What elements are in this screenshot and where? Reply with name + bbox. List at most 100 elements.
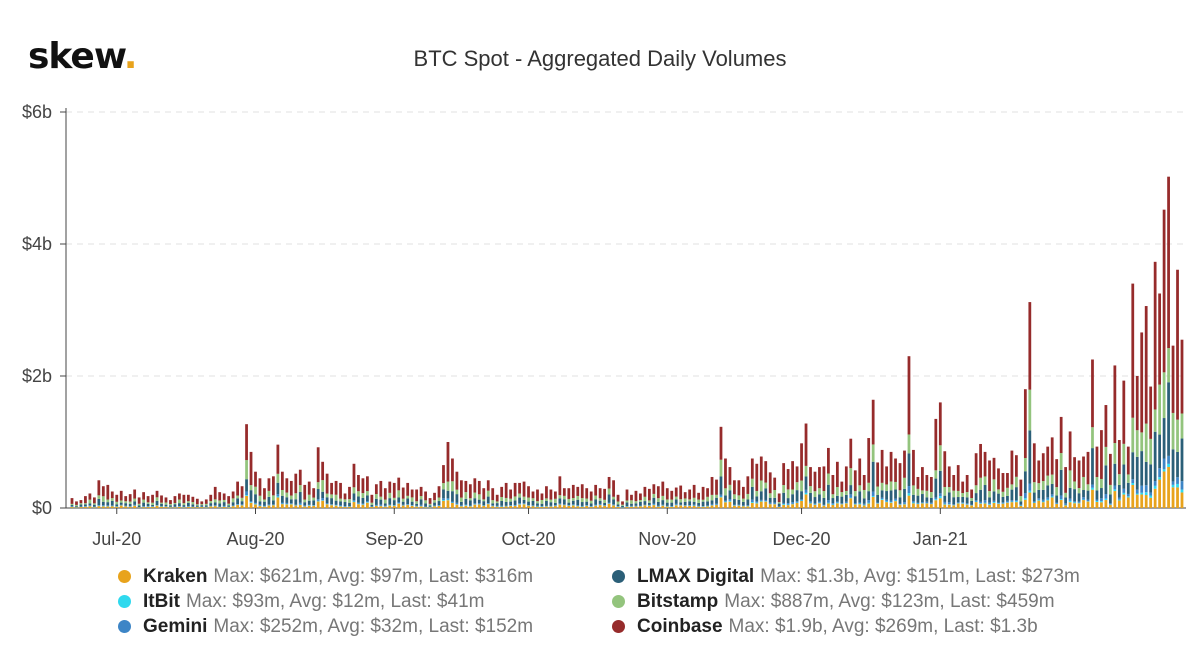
bar-segment-gemini bbox=[245, 491, 248, 496]
bar-segment-gemini bbox=[1082, 497, 1085, 500]
bar-segment-gemini bbox=[330, 504, 333, 505]
bar-segment-bitstamp bbox=[983, 476, 987, 486]
bar-segment-coinbase bbox=[554, 491, 557, 499]
bar-segment-bitstamp bbox=[683, 498, 687, 502]
bar-segment-lmax-digital bbox=[849, 485, 853, 495]
bar-segment-gemini bbox=[272, 504, 275, 505]
bar-segment-coinbase bbox=[495, 494, 499, 502]
bar-segment-kraken bbox=[361, 504, 365, 508]
bar-segment-coinbase bbox=[813, 471, 817, 492]
bar-segment-lmax-digital bbox=[433, 502, 436, 506]
chart-plot: $0 $2b $4b $6b Jul-20 Aug-20 Sep-20 Oct-20 Nov-2… bbox=[22, 102, 1186, 549]
bar-segment-kraken bbox=[428, 507, 432, 508]
bar-segment-kraken bbox=[146, 506, 150, 508]
bar-segment-gemini bbox=[768, 502, 772, 504]
bar-segment-gemini bbox=[518, 503, 521, 505]
bar-segment-bitstamp bbox=[1158, 384, 1161, 435]
bar-segment-lmax-digital bbox=[643, 501, 647, 505]
bar-segment-gemini bbox=[800, 499, 803, 501]
bar-segment-itbit bbox=[464, 505, 468, 506]
bar-segment-coinbase bbox=[755, 463, 759, 491]
bar-segment-lmax-digital bbox=[956, 497, 960, 503]
bar-segment-coinbase bbox=[352, 463, 356, 488]
bar-segment-gemini bbox=[840, 503, 844, 504]
bar-segment-gemini bbox=[692, 504, 696, 506]
bar-segment-itbit bbox=[1046, 499, 1050, 501]
bar-segment-gemini bbox=[925, 501, 929, 504]
bar-segment-bitstamp bbox=[867, 482, 871, 492]
bar-segment-bitstamp bbox=[634, 501, 638, 504]
bar-segment-coinbase bbox=[518, 482, 521, 494]
bar-segment-lmax-digital bbox=[853, 496, 857, 503]
bar-segment-kraken bbox=[607, 503, 611, 508]
bar-segment-lmax-digital bbox=[809, 492, 812, 502]
bar-segment-coinbase bbox=[885, 466, 888, 485]
bar-segment-gemini bbox=[997, 502, 1000, 504]
bar-segment-gemini bbox=[1117, 497, 1121, 500]
bar-segment-coinbase bbox=[589, 491, 593, 501]
bar-segment-kraken bbox=[182, 507, 186, 508]
bar-segment-coinbase bbox=[625, 489, 629, 501]
legend-item-coinbase[interactable]: Coinbase Max: $1.9b, Avg: $269m, Last: $1… bbox=[612, 614, 1080, 639]
bar-segment-bitstamp bbox=[1135, 430, 1139, 457]
bar-segment-gemini bbox=[406, 504, 410, 505]
bar-segment-lmax-digital bbox=[1100, 488, 1103, 499]
bar-segment-gemini bbox=[943, 501, 947, 504]
bar-segment-lmax-digital bbox=[979, 489, 982, 502]
bar-segment-kraken bbox=[316, 501, 320, 508]
bar-segment-lmax-digital bbox=[970, 500, 974, 505]
bar-segment-coinbase bbox=[522, 481, 526, 497]
bar-segment-gemini bbox=[688, 505, 692, 506]
bar-segment-bitstamp bbox=[1015, 476, 1018, 488]
bar-segment-kraken bbox=[1149, 497, 1153, 508]
bar-segment-kraken bbox=[786, 505, 790, 508]
bar-segment-bitstamp bbox=[379, 496, 383, 500]
bar-segment-bitstamp bbox=[773, 490, 777, 498]
bar-segment-gemini bbox=[1010, 500, 1014, 502]
bar-segment-coinbase bbox=[598, 488, 602, 499]
bar-segment-coinbase bbox=[571, 484, 575, 499]
legend-item-gemini[interactable]: Gemini Max: $252m, Avg: $32m, Last: $152m bbox=[118, 614, 533, 639]
bar-segment-coinbase bbox=[545, 486, 548, 499]
bar-segment-coinbase bbox=[280, 471, 284, 490]
bar-segment-itbit bbox=[755, 502, 759, 504]
bar-segment-coinbase bbox=[146, 496, 150, 503]
bar-segment-bitstamp bbox=[965, 492, 969, 498]
bar-segment-coinbase bbox=[115, 494, 119, 502]
legend-item-lmax-digital[interactable]: LMAX Digital Max: $1.3b, Avg: $151m, Last… bbox=[612, 564, 1080, 589]
bar-segment-bitstamp bbox=[428, 503, 432, 506]
bar-segment-coinbase bbox=[195, 498, 199, 505]
bar-segment-gemini bbox=[880, 497, 884, 500]
bar-segment-itbit bbox=[750, 502, 754, 503]
bar-segment-kraken bbox=[665, 506, 669, 508]
bar-segment-gemini bbox=[661, 504, 665, 506]
bar-segment-kraken bbox=[1050, 497, 1054, 508]
bar-segment-kraken bbox=[357, 504, 360, 508]
bar-segment-kraken bbox=[849, 498, 853, 508]
bar-segment-lmax-digital bbox=[679, 502, 683, 505]
bar-segment-coinbase bbox=[142, 492, 145, 500]
bar-segment-kraken bbox=[258, 506, 262, 508]
bar-segment-itbit bbox=[889, 502, 893, 503]
bar-segment-bitstamp bbox=[263, 499, 266, 502]
legend-item-bitstamp[interactable]: Bitstamp Max: $887m, Avg: $123m, Last: $4… bbox=[612, 589, 1080, 614]
bar-segment-bitstamp bbox=[128, 501, 132, 504]
bar-segment-itbit bbox=[1144, 492, 1148, 496]
bar-segment-lmax-digital bbox=[1041, 489, 1045, 500]
bar-segment-lmax-digital bbox=[204, 505, 208, 507]
bar-segment-gemini bbox=[1046, 497, 1050, 500]
bar-segment-itbit bbox=[1059, 499, 1063, 500]
bar-segment-gemini bbox=[222, 505, 226, 507]
bar-segment-bitstamp bbox=[755, 490, 759, 497]
bar-segment-bitstamp bbox=[415, 501, 419, 504]
bar-segment-coinbase bbox=[947, 466, 951, 487]
bar-segment-lmax-digital bbox=[840, 496, 844, 504]
bar-segment-lmax-digital bbox=[486, 496, 490, 504]
legend-item-itbit[interactable]: ItBit Max: $93m, Avg: $12m, Last: $41m bbox=[118, 589, 533, 614]
bar-segment-gemini bbox=[522, 503, 526, 504]
bar-segment-kraken bbox=[280, 504, 284, 508]
legend-item-kraken[interactable]: Kraken Max: $621m, Avg: $97m, Last: $316m bbox=[118, 564, 533, 589]
bar-segment-coinbase bbox=[715, 479, 718, 495]
bar-segment-kraken bbox=[213, 506, 217, 508]
bar-segment-gemini bbox=[947, 502, 951, 505]
